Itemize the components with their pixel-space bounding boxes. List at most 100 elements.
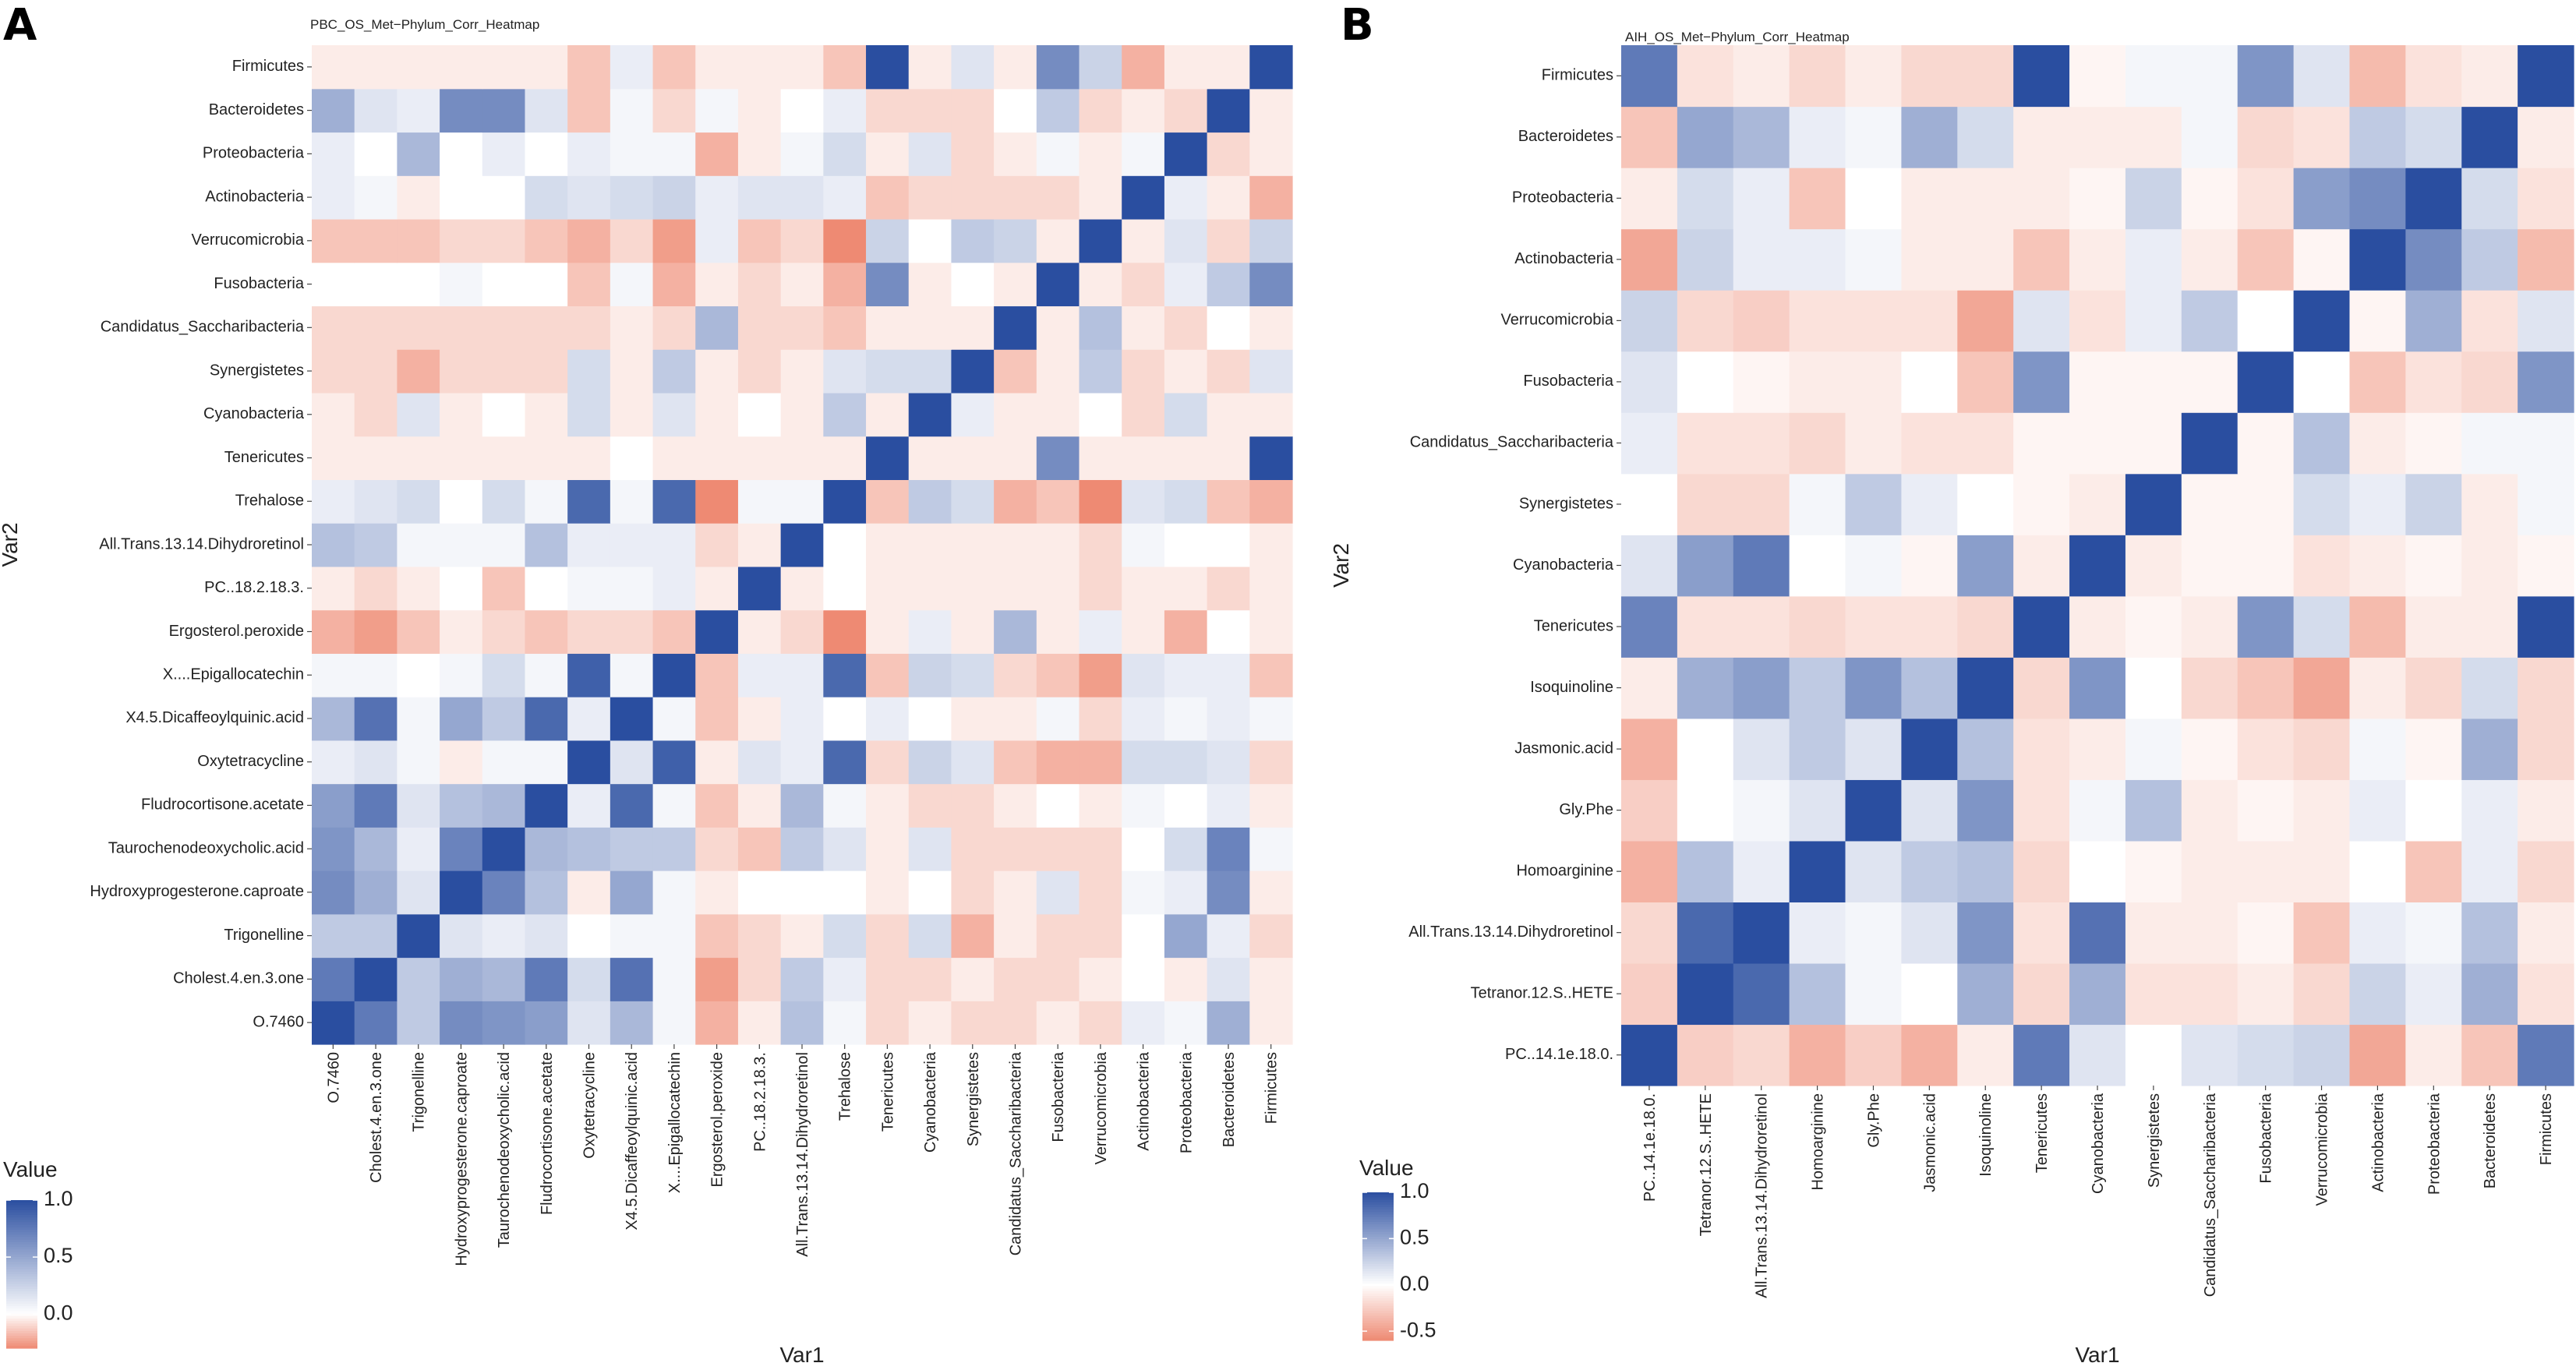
legend-gradient-step: [6, 1330, 37, 1334]
heatmap-cell: [1957, 840, 2014, 903]
heatmap-cell: [994, 609, 1037, 654]
heatmap-cell: [2013, 840, 2070, 903]
heatmap-cell: [1122, 870, 1165, 915]
heatmap-cell: [1733, 290, 1790, 352]
heatmap-cell: [440, 783, 483, 828]
heatmap-cell: [994, 262, 1037, 307]
legend-gradient-step: [6, 1234, 37, 1238]
heatmap-cell: [2237, 1024, 2295, 1086]
y-tick-label: Cyanobacteria: [203, 405, 305, 422]
heatmap-cell: [951, 566, 995, 611]
y-tick-label: Fusobacteria: [214, 275, 304, 292]
legend-gradient-step: [6, 1239, 37, 1243]
y-tick-label: PC..18.2.18.3.: [204, 579, 304, 596]
heatmap-cell: [866, 349, 910, 394]
heatmap-cell: [2013, 535, 2070, 597]
heatmap-cell: [2405, 228, 2462, 291]
legend-title: Value: [1359, 1156, 1414, 1180]
heatmap-cell: [1036, 45, 1080, 90]
heatmap-cell: [1789, 351, 1846, 413]
heatmap-cell: [610, 392, 654, 437]
heatmap-cell: [1901, 657, 1958, 719]
heatmap-cell: [1207, 392, 1250, 437]
heatmap-cell: [1733, 840, 1790, 903]
heatmap-cell: [737, 957, 782, 1001]
heatmap-cell: [525, 262, 568, 307]
heatmap-cell: [1789, 840, 1846, 903]
heatmap-cell: [2349, 168, 2406, 230]
legend-gradient-step: [1362, 1256, 1394, 1260]
legend-gradient-step: [1362, 1199, 1394, 1203]
heatmap-cell: [823, 132, 867, 176]
heatmap-cell: [2125, 1024, 2182, 1086]
heatmap-cell: [1249, 132, 1293, 176]
heatmap-cell: [2125, 962, 2182, 1026]
heatmap-cell: [354, 609, 398, 654]
heatmap-cell: [951, 609, 995, 654]
heatmap-cell: [397, 740, 440, 785]
heatmap-cell: [908, 957, 952, 1001]
heatmap-cell: [2013, 473, 2070, 535]
legend-gradient-step: [6, 1340, 37, 1344]
heatmap-cell: [312, 88, 355, 133]
heatmap-cell: [1733, 1024, 1790, 1086]
heatmap-cell: [2013, 45, 2070, 108]
heatmap-cell: [525, 827, 568, 871]
x-tick-label: Cyanobacteria: [922, 1051, 939, 1153]
heatmap-cell: [951, 783, 995, 828]
legend-gradient-step: [6, 1209, 37, 1213]
legend-tick-label: 0.0: [44, 1301, 73, 1324]
heatmap-cell: [823, 523, 867, 567]
heatmap-cell: [1789, 45, 1846, 108]
legend-gradient-step: [6, 1200, 37, 1203]
heatmap-cell: [1845, 718, 1903, 780]
y-axis-title: Var2: [0, 522, 22, 567]
heatmap-cell: [737, 1001, 782, 1045]
heatmap-cell: [397, 349, 440, 394]
heatmap-cell: [695, 653, 739, 697]
heatmap-cell: [652, 392, 696, 437]
heatmap-cell: [994, 305, 1037, 350]
y-tick-label: X....Epigallocatechin: [163, 666, 304, 683]
heatmap-cell: [482, 783, 526, 828]
heatmap-cell: [1789, 779, 1846, 842]
heatmap-cell: [1207, 175, 1250, 220]
legend-gradient-step: [6, 1276, 37, 1280]
heatmap-cell: [780, 783, 824, 828]
heatmap-cell: [1036, 653, 1080, 697]
heatmap-cell: [951, 436, 995, 480]
heatmap-cell: [1122, 827, 1165, 871]
x-axis-title: Var1: [2075, 1343, 2119, 1367]
legend-gradient-step: [1362, 1229, 1394, 1233]
x-tick-label: O.7460: [325, 1052, 342, 1103]
heatmap-cell: [312, 566, 355, 611]
heatmap-cell: [1733, 228, 1790, 291]
heatmap-cell: [994, 697, 1037, 741]
heatmap-cell: [823, 697, 867, 741]
heatmap-cell: [2405, 290, 2462, 352]
heatmap-cell: [354, 436, 398, 480]
heatmap-cell: [354, 740, 398, 785]
heatmap-cell: [1957, 106, 2014, 168]
heatmap-cell: [2013, 228, 2070, 291]
heatmap-cell: [1677, 779, 1734, 842]
heatmap-cell: [1079, 783, 1122, 828]
heatmap-cell: [1733, 535, 1790, 597]
legend-gradient-step: [1362, 1212, 1394, 1216]
heatmap-cell: [440, 827, 483, 871]
heatmap-cell: [695, 45, 739, 90]
heatmap-cell: [780, 523, 824, 567]
heatmap-cell: [610, 305, 654, 350]
heatmap-cell: [1733, 657, 1790, 719]
y-tick-label: Candidatus_Saccharibacteria: [101, 319, 305, 336]
heatmap-cell: [2293, 535, 2351, 597]
heatmap-cell: [866, 740, 910, 785]
heatmap-cell: [2013, 106, 2070, 168]
x-tick-label: All.Trans.13.14.Dihydroretinol: [794, 1052, 811, 1257]
heatmap-cell: [567, 827, 611, 871]
heatmap-cell: [2181, 902, 2239, 964]
legend-gradient-step: [1362, 1308, 1394, 1312]
x-tick-label: Fludrocortisone.acetate: [539, 1052, 556, 1215]
legend-gradient-step: [6, 1269, 37, 1273]
heatmap-cell: [1207, 740, 1250, 785]
